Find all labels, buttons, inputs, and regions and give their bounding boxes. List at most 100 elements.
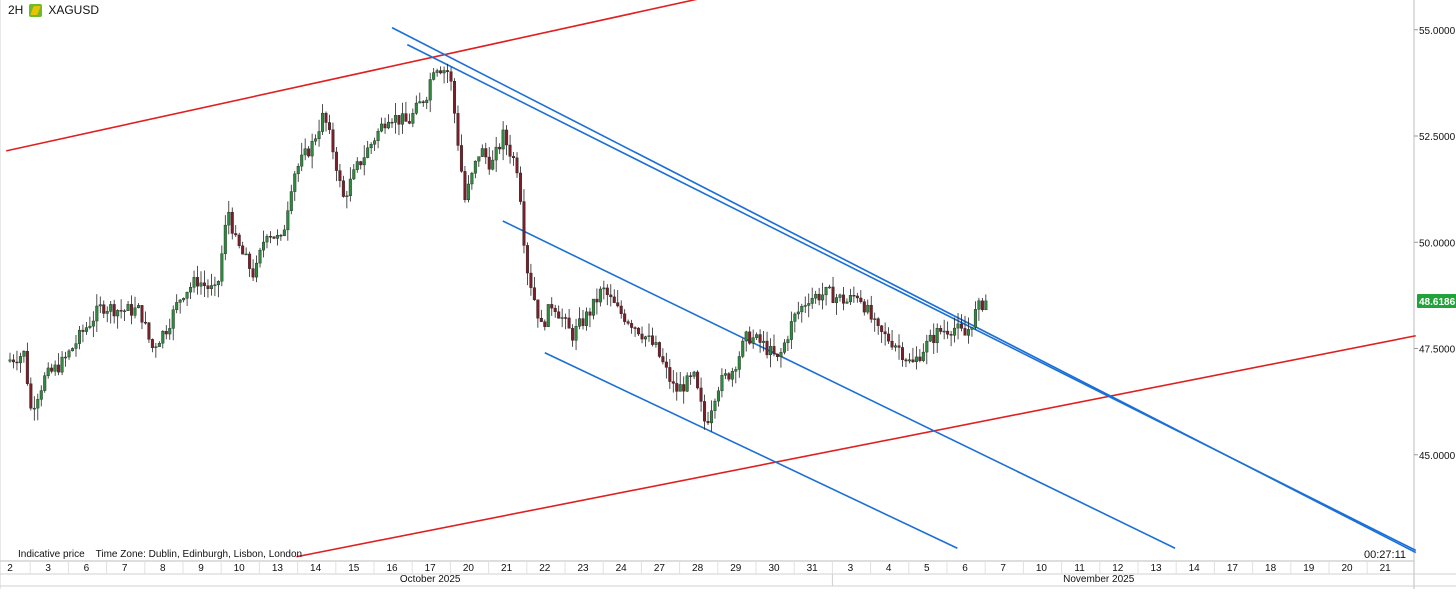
candle-body (213, 284, 217, 287)
candle-body (567, 317, 571, 329)
candle-body (421, 101, 425, 103)
x-tick-label: 7 (1000, 563, 1006, 574)
candle-body (64, 356, 68, 359)
candle-body (623, 313, 627, 322)
candle-body (230, 211, 234, 234)
candle-body (376, 130, 380, 141)
candle-body (966, 329, 970, 336)
candle-body (466, 183, 470, 201)
candle-body (591, 298, 595, 316)
candle-body (147, 322, 151, 340)
candle-body (720, 375, 724, 392)
candle-body (841, 294, 845, 304)
candle-body (515, 157, 519, 174)
y-tick-label: 47.5000 (1419, 345, 1456, 356)
candle-body (810, 297, 814, 304)
x-tick-label: 15 (348, 563, 360, 574)
candle-body (862, 301, 866, 313)
candle-body (293, 173, 297, 192)
candle-body (300, 154, 304, 167)
candle-body (237, 234, 241, 247)
x-tick-label: 14 (1189, 563, 1201, 574)
candle-body (157, 343, 161, 347)
candle-body (15, 361, 19, 364)
candle-body (824, 287, 828, 296)
candle-body (828, 286, 832, 289)
candle-body (442, 70, 446, 74)
x-tick-label: 6 (84, 563, 90, 574)
candle-body (105, 311, 109, 314)
candle-body (50, 367, 54, 372)
candle-body (942, 330, 946, 333)
candle-body (512, 156, 516, 159)
candle-body (88, 325, 92, 328)
candle-body (678, 384, 682, 392)
candle-body (477, 156, 481, 162)
candle-body (46, 367, 50, 376)
candle-body (626, 321, 630, 324)
candle-body (25, 350, 29, 384)
candle-body (428, 79, 432, 101)
candle-body (605, 287, 609, 296)
candle-body (935, 328, 939, 344)
candle-body (751, 337, 755, 344)
candle-body (307, 148, 311, 157)
candle-body (29, 383, 33, 409)
candle-body (619, 305, 623, 314)
candle-body (654, 342, 658, 345)
candle-body (532, 287, 536, 301)
candle-body (564, 317, 568, 319)
candle-body (855, 295, 859, 299)
y-tick-label: 52.5000 (1419, 132, 1456, 143)
y-tick-label: 45.0000 (1419, 451, 1456, 462)
candle-body (352, 169, 356, 180)
candle-body (848, 295, 852, 303)
candle-body (390, 121, 394, 124)
candle-body (258, 249, 262, 264)
timeframe-label[interactable]: 2H (8, 3, 24, 17)
candle-body (807, 303, 811, 306)
candle-body (755, 334, 759, 338)
candle-body (136, 305, 140, 309)
candle-body (296, 166, 300, 175)
candle-body (8, 359, 12, 362)
x-tick-label: 30 (768, 563, 780, 574)
candle-body (498, 146, 502, 150)
candle-body (907, 359, 911, 362)
candle-body (612, 296, 616, 303)
candle-body (81, 329, 85, 332)
candle-body (946, 330, 950, 335)
candle-body (939, 328, 943, 332)
candle-body (282, 229, 286, 236)
candle-body (480, 148, 484, 157)
candle-body (303, 148, 307, 156)
candle-body (730, 371, 734, 380)
candle-body (400, 113, 404, 125)
candle-body (821, 294, 825, 301)
candle-body (779, 352, 783, 357)
x-tick-label: 10 (234, 563, 246, 574)
candle-body (206, 285, 210, 289)
x-tick-label: 19 (1303, 563, 1315, 574)
candle-body (345, 195, 349, 198)
candle-body (74, 343, 78, 349)
x-tick-label: 23 (577, 563, 589, 574)
candle-body (435, 70, 439, 73)
candle-body (737, 356, 741, 370)
candle-body (255, 262, 259, 278)
candle-body (491, 159, 495, 170)
candle-body (43, 375, 47, 391)
symbol-label[interactable]: XAGUSD (48, 3, 100, 17)
candle-body (574, 326, 578, 341)
candle-body (164, 331, 168, 335)
candle-body (595, 298, 599, 303)
candle-body (796, 311, 800, 315)
candle-body (977, 300, 981, 310)
candle-body (470, 172, 474, 185)
candle-body (876, 318, 880, 326)
candle-body (327, 122, 331, 130)
x-tick-label: 16 (386, 563, 398, 574)
candle-body (553, 307, 557, 312)
